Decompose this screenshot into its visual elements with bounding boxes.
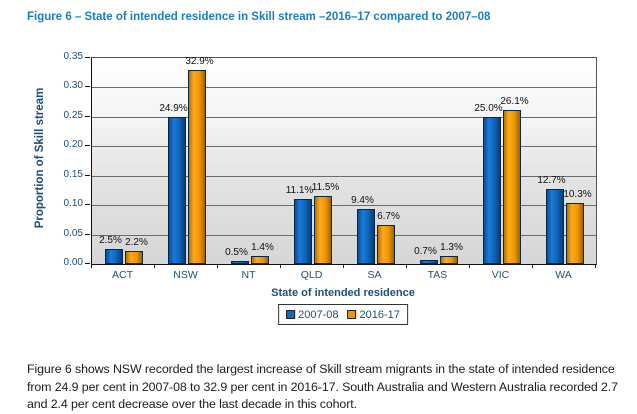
gridline	[92, 175, 596, 177]
x-tick-label-vic: VIC	[491, 269, 510, 281]
gridline	[92, 146, 596, 148]
x-axis-tick	[154, 264, 155, 268]
legend-swatch-2016-17-icon	[347, 310, 357, 319]
x-axis-tick	[343, 264, 344, 268]
y-axis-tick	[85, 115, 90, 117]
y-axis-tick	[85, 145, 90, 147]
x-axis-title: State of intended residence	[271, 287, 415, 299]
x-axis-tick	[280, 264, 281, 268]
legend-swatch-2007-08-icon	[286, 310, 296, 319]
bar-2016-17-vic	[502, 110, 521, 264]
gridline	[92, 87, 596, 89]
bar-2016-17-nsw	[187, 70, 206, 264]
gridline	[92, 234, 596, 236]
bar-2007-08-wa	[545, 189, 564, 264]
y-tick-label: 0.05	[63, 227, 83, 239]
bar-value-label-2016-17-act: 2.2%	[125, 237, 148, 249]
bar-value-label-2007-08-tas: 0.7%	[414, 245, 437, 257]
bar-value-label-2007-08-nt: 0.5%	[225, 247, 248, 259]
figure-caption: Figure 6 shows NSW recorded the largest …	[27, 362, 618, 412]
bar-2016-17-sa	[376, 224, 395, 264]
legend-label-2007-08: 2007-08	[298, 308, 339, 321]
legend-label-2016-17: 2016-17	[359, 308, 400, 321]
y-tick-label: 0.30	[63, 80, 83, 92]
bar-2007-08-act	[104, 249, 123, 264]
bar-2007-08-tas	[419, 259, 438, 264]
bar-2016-17-wa	[565, 203, 584, 264]
y-tick-label: 0.20	[63, 139, 83, 151]
bar-value-label-2016-17-wa: 10.3%	[563, 189, 592, 201]
bar-value-label-2007-08-nsw: 24.9%	[159, 103, 188, 115]
x-tick-label-qld: QLD	[300, 269, 323, 281]
y-tick-label: 0.25	[63, 109, 83, 121]
x-tick-label-nt: NT	[241, 269, 256, 281]
legend-item-2016-17: 2016-17	[347, 308, 400, 321]
bar-2007-08-qld	[293, 198, 312, 264]
figure-title: Figure 6 – State of intended residence i…	[27, 11, 491, 23]
y-tick-label: 0.10	[63, 198, 83, 210]
y-tick-label: 0.00	[63, 257, 83, 268]
bar-value-label-2007-08-vic: 25.0%	[474, 102, 503, 114]
y-tick-label: 0.35	[63, 51, 83, 62]
y-axis-tick	[85, 233, 90, 235]
legend-item-2007-08: 2007-08	[286, 308, 339, 321]
x-tick-label-tas: TAS	[427, 269, 448, 281]
bar-2007-08-nsw	[167, 117, 186, 264]
bar-value-label-2007-08-qld: 11.1%	[285, 184, 314, 196]
plot-area: 2.5% 2.2% 24.9% 32.9% 0.5% 1.4% 11.1% 11.5% 9.4%…	[91, 56, 597, 265]
x-tick-label-nsw: NSW	[173, 269, 198, 281]
bar-2007-08-vic	[482, 116, 501, 264]
legend: 2007-08 2016-17	[278, 304, 408, 325]
x-axis-tick	[217, 264, 218, 268]
x-tick-label-act: ACT	[112, 269, 133, 281]
x-axis-tick	[595, 264, 596, 268]
bar-value-label-2016-17-vic: 26.1%	[500, 96, 529, 108]
bar-2016-17-nt	[250, 255, 269, 264]
gridline	[92, 116, 596, 118]
bar-value-label-2007-08-sa: 9.4%	[351, 194, 374, 206]
bar-value-label-2016-17-tas: 1.3%	[440, 242, 463, 254]
y-axis-tick	[85, 57, 90, 58]
y-axis-tick	[85, 263, 90, 264]
x-tick-label-wa: WA	[555, 269, 572, 281]
bar-value-label-2007-08-act: 2.5%	[99, 235, 122, 247]
y-axis-tick	[85, 86, 90, 88]
bar-2016-17-act	[124, 251, 143, 264]
bar-value-label-2016-17-nsw: 32.9%	[185, 56, 214, 68]
bar-2007-08-sa	[356, 208, 375, 264]
bar-2016-17-qld	[313, 196, 332, 264]
gridline	[92, 205, 596, 207]
bar-2007-08-nt	[230, 261, 249, 264]
x-axis-tick	[532, 264, 533, 268]
bar-value-label-2007-08-wa: 12.7%	[537, 175, 566, 187]
x-axis-tick	[406, 264, 407, 268]
y-axis-title: Proportion of Skill stream	[34, 87, 46, 229]
x-axis-tick	[91, 264, 92, 268]
bar-value-label-2016-17-sa: 6.7%	[377, 210, 400, 222]
bar-value-label-2016-17-qld: 11.5%	[311, 182, 340, 194]
x-tick-label-sa: SA	[367, 269, 382, 281]
bar-value-label-2016-17-nt: 1.4%	[251, 241, 274, 253]
y-axis-tick	[85, 174, 90, 176]
y-axis-tick	[85, 204, 90, 206]
y-tick-label: 0.15	[63, 168, 83, 180]
x-axis-tick	[469, 264, 470, 268]
bar-2016-17-tas	[439, 256, 458, 264]
